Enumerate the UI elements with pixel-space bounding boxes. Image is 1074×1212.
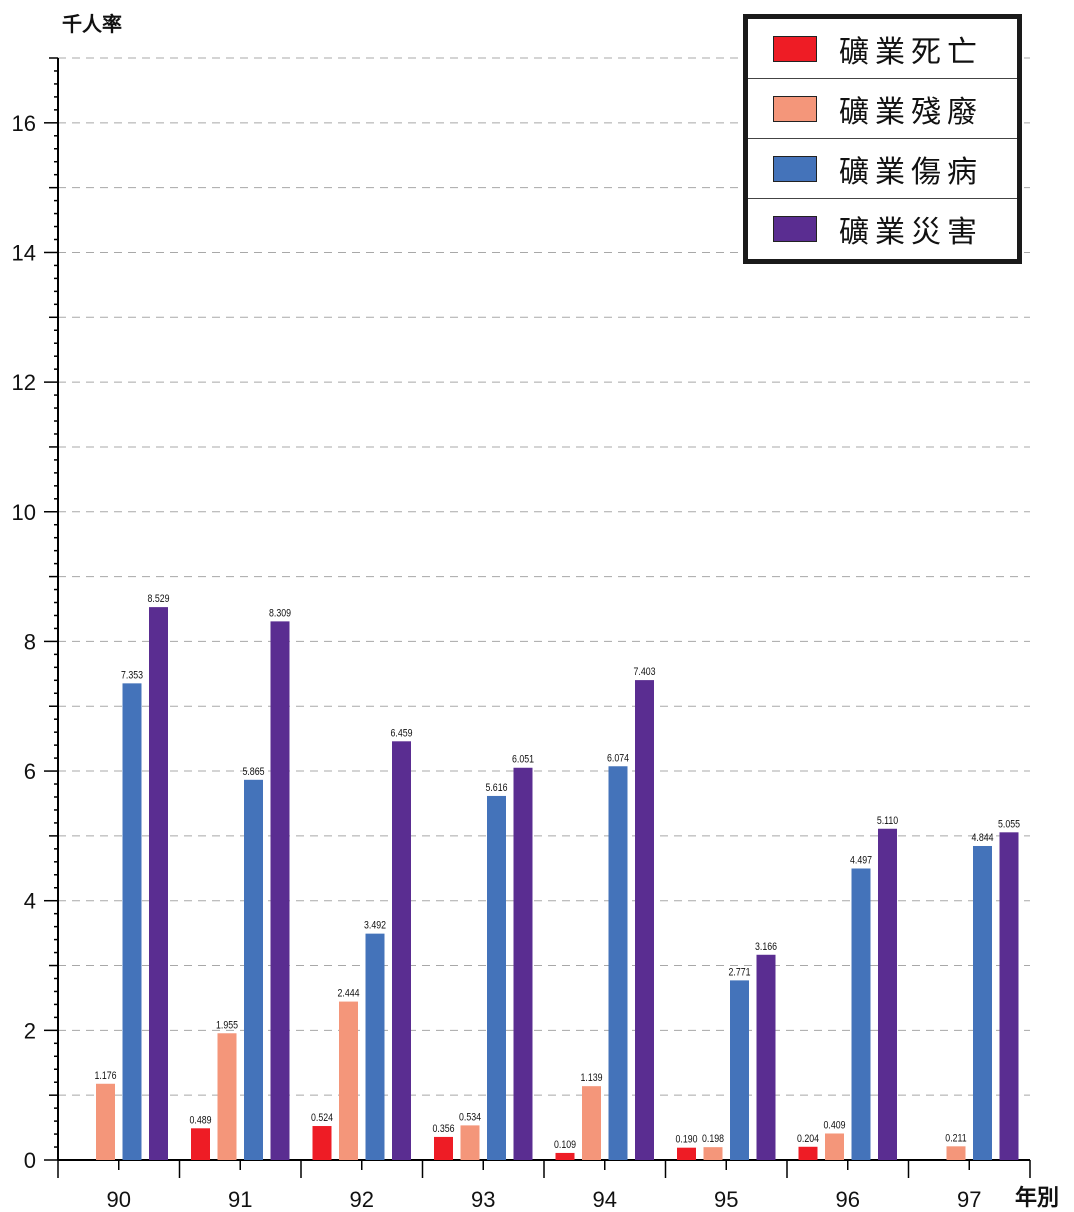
bar: [339, 1001, 358, 1160]
x-tick-label: 97: [957, 1187, 981, 1209]
legend-label: 礦業殘廢: [839, 94, 983, 130]
legend-label: 礦業死亡: [839, 34, 983, 70]
x-tick-label: 92: [350, 1187, 374, 1209]
bar: [244, 779, 263, 1160]
legend-label: 礦業災害: [839, 215, 983, 250]
y-tick-label: 0: [24, 1148, 36, 1173]
bar: [825, 1133, 844, 1160]
bar: [635, 680, 654, 1160]
y-tick-label: 12: [12, 370, 36, 395]
legend-item-mining-injury: 礦業傷病: [748, 139, 1017, 199]
bar: [460, 1125, 480, 1160]
legend-label: 礦業傷病: [839, 154, 983, 190]
y-tick-label: 6: [24, 759, 36, 784]
data-label: 0.534: [459, 1112, 481, 1124]
bar: [149, 607, 168, 1160]
y-tick-label: 14: [12, 240, 36, 265]
bar: [392, 741, 411, 1160]
bar: [608, 766, 628, 1160]
bar: [122, 683, 142, 1160]
legend-item-mining-disability: 礦業殘廢: [748, 79, 1017, 139]
data-label: 8.529: [147, 593, 169, 605]
data-label: 0.109: [554, 1139, 576, 1151]
x-tick-label: 96: [836, 1187, 860, 1209]
bar: [703, 1147, 723, 1160]
bar: [946, 1146, 966, 1160]
bar: [555, 1152, 575, 1160]
x-tick-label: 90: [107, 1187, 131, 1209]
legend-swatch: [773, 95, 817, 122]
data-label: 1.955: [216, 1019, 238, 1031]
bar: [487, 795, 506, 1160]
data-label: 3.166: [755, 941, 777, 953]
data-label: 5.865: [242, 766, 264, 778]
data-label: 2.771: [728, 967, 750, 979]
data-label: 5.110: [877, 815, 899, 827]
x-tick-label: 95: [714, 1187, 738, 1209]
bar: [756, 954, 776, 1160]
legend-swatch: [773, 35, 817, 62]
x-axis-title: 年別: [1015, 1185, 1060, 1211]
bar: [730, 980, 749, 1160]
data-label: 2.444: [337, 988, 359, 1000]
data-label: 0.204: [797, 1133, 819, 1145]
y-tick-label: 2: [24, 1018, 36, 1043]
bar: [96, 1083, 115, 1160]
legend-swatch: [773, 155, 817, 182]
data-label: 5.616: [485, 782, 507, 794]
data-label: 1.176: [94, 1070, 116, 1082]
bar: [365, 933, 385, 1160]
y-tick-label: 4: [24, 889, 36, 914]
bar: [851, 868, 871, 1160]
data-label: 0.356: [432, 1123, 454, 1135]
y-tick-label: 8: [24, 629, 36, 654]
data-label: 7.353: [121, 670, 143, 682]
data-label: 5.055: [998, 818, 1020, 830]
y-axis-title: 千人率: [62, 12, 122, 36]
legend: 礦業死亡 礦業殘廢 礦業傷病 礦業災害: [743, 14, 1022, 264]
data-label: 6.459: [390, 727, 412, 739]
bar: [434, 1136, 453, 1160]
data-label: 4.844: [971, 832, 993, 844]
data-label: 0.524: [311, 1112, 333, 1124]
bar: [191, 1128, 210, 1160]
data-label: 6.074: [607, 752, 629, 764]
bar: [973, 845, 992, 1160]
data-label: 6.051: [512, 754, 534, 766]
y-tick-label: 16: [12, 111, 36, 136]
data-label: 1.139: [580, 1072, 602, 1084]
data-label: 0.190: [675, 1134, 697, 1146]
data-label: 8.309: [269, 608, 291, 620]
data-label: 0.211: [945, 1132, 967, 1144]
bar: [798, 1146, 818, 1160]
legend-item-mining-death: 礦業死亡: [748, 19, 1017, 79]
bar: [582, 1086, 601, 1160]
x-tick-label: 94: [593, 1187, 617, 1209]
x-tick-label: 93: [471, 1187, 495, 1209]
bar: [677, 1147, 696, 1160]
bar: [312, 1126, 332, 1160]
legend-item-mining-disaster: 礦業災害: [748, 199, 1017, 259]
bar: [999, 832, 1019, 1160]
bar: [217, 1033, 237, 1160]
data-label: 0.409: [823, 1120, 845, 1132]
legend-swatch: [773, 216, 817, 242]
bar: [878, 828, 897, 1160]
y-tick-label: 10: [12, 500, 36, 525]
data-label: 0.489: [189, 1114, 211, 1126]
x-tick-label: 91: [228, 1187, 252, 1209]
data-label: 4.497: [850, 855, 872, 867]
data-label: 3.492: [364, 920, 386, 932]
bar: [270, 621, 290, 1160]
bar: [513, 767, 533, 1160]
data-label: 0.198: [702, 1133, 724, 1145]
data-label: 7.403: [633, 666, 655, 678]
